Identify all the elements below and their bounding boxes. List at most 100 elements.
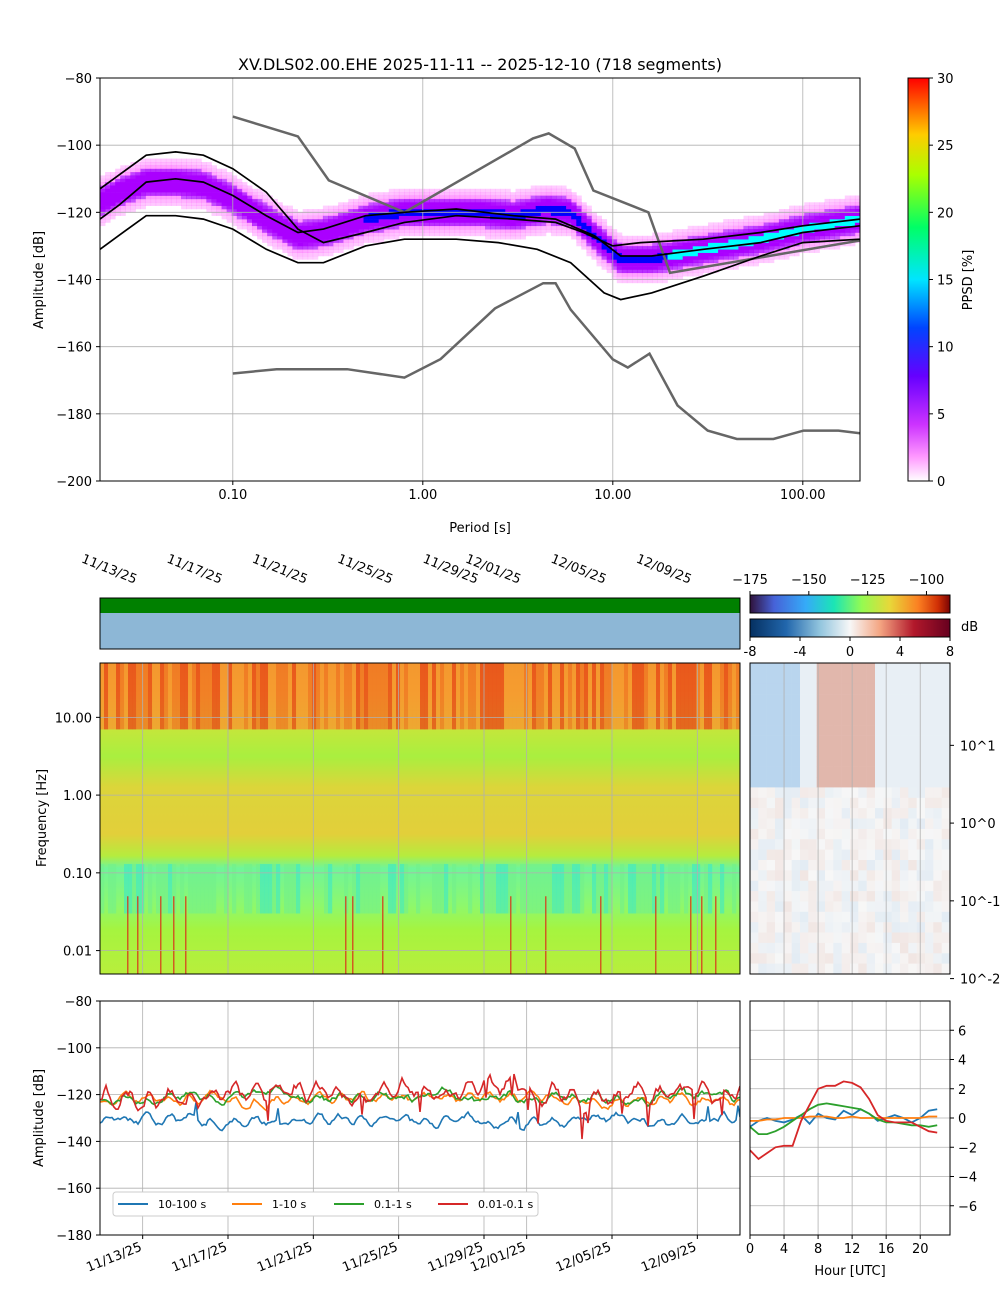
ppsd-density-cell xyxy=(454,212,461,216)
ppsd-density-cell xyxy=(246,195,253,200)
ppsd-density-cell xyxy=(307,225,314,230)
ppsd-density-cell xyxy=(642,272,648,277)
spectrogram-hf-column xyxy=(208,663,213,730)
ppsd-density-cell xyxy=(155,165,162,169)
diurnal-cell xyxy=(800,880,809,892)
ppsd-density-cell xyxy=(196,198,202,203)
ppsd-density-cell xyxy=(692,245,699,250)
ppsd-x-tick-label: 10.00 xyxy=(594,488,631,503)
ppsd-density-cell xyxy=(201,165,207,169)
diurnal-cell xyxy=(908,953,917,964)
spectrogram-hf-column xyxy=(364,663,369,730)
ppsd-density-cell xyxy=(454,192,461,196)
ppsd-density-cell xyxy=(272,209,278,213)
ppsd-density-cell xyxy=(150,158,157,163)
ppsd-density-cell xyxy=(181,202,187,206)
spectrogram-hf-column xyxy=(692,663,697,730)
diurnal-cell xyxy=(858,725,867,736)
diurnal-cell xyxy=(925,901,934,913)
ppsd-density-cell xyxy=(353,209,359,213)
ppsd-density-cell xyxy=(100,219,106,223)
ppsd-density-cell xyxy=(611,262,618,267)
ppsd-density-cell xyxy=(221,175,228,180)
ppsd-density-cell xyxy=(317,232,324,237)
ppsd-density-cell xyxy=(490,225,496,230)
ppsd-density-cell xyxy=(601,232,608,237)
ppsd-density-cell xyxy=(292,215,298,220)
diurnal-cell xyxy=(900,663,909,674)
ppsd-density-cell xyxy=(231,192,238,196)
spectrogram-transient xyxy=(127,896,129,974)
diurnal-cell xyxy=(858,704,867,716)
spectrogram-microseism-column xyxy=(264,863,269,914)
diurnal-cell xyxy=(891,849,901,861)
diurnal-cell xyxy=(900,797,909,809)
ppsd-density-cell xyxy=(110,182,116,186)
ppsd-density-cell xyxy=(758,222,765,227)
spectrogram-hf-column xyxy=(724,663,729,730)
ppsd-density-cell xyxy=(490,188,496,193)
ppsd-density-cell xyxy=(282,232,288,237)
ppsd-density-cell xyxy=(733,235,739,240)
ppsd-density-cell xyxy=(495,225,501,230)
diurnal-cell xyxy=(841,704,851,716)
ppsd-density-cell xyxy=(439,229,445,233)
ppsd-density-cell xyxy=(343,225,349,230)
ppsd-density-cell xyxy=(252,232,258,237)
ppsd-density-cell xyxy=(556,192,562,196)
diurnal-cell xyxy=(866,683,876,695)
ppsd-density-cell xyxy=(328,235,334,240)
ppsd-density-cell xyxy=(419,232,425,237)
ppsd-density-cell xyxy=(277,245,283,250)
ppsd-density-cell xyxy=(115,188,121,193)
diurnal-cell xyxy=(766,735,776,747)
diurnal-cell xyxy=(766,953,776,964)
ppsd-density-cell xyxy=(231,178,238,183)
ppsd-density-cell xyxy=(616,239,623,243)
ppsd-density-cell xyxy=(434,195,440,200)
ppsd-density-cell xyxy=(140,185,146,190)
ppsd-density-cell xyxy=(708,262,714,267)
ppsd-density-cell xyxy=(794,219,800,223)
ppsd-density-cell xyxy=(642,249,648,253)
ppsd-density-cell xyxy=(383,209,390,213)
diurnal-cell xyxy=(925,735,934,747)
diurnal-cell xyxy=(875,735,884,747)
spectrogram-microseism-column xyxy=(704,863,709,914)
ppsd-density-cell xyxy=(510,215,516,220)
ppsd-density-cell xyxy=(368,198,374,203)
ppsd-density-cell xyxy=(317,229,324,233)
ppsd-density-cell xyxy=(611,272,618,277)
ppsd-density-cell xyxy=(282,242,288,247)
ppsd-density-cell xyxy=(824,198,830,203)
ppsd-density-cell xyxy=(500,229,506,233)
ppsd-density-cell xyxy=(480,232,486,237)
ppsd-density-cell xyxy=(404,205,410,210)
ppsd-density-cell xyxy=(556,198,562,203)
spectrogram-hf-column xyxy=(664,663,669,730)
spectrogram-transient xyxy=(690,896,692,974)
ppsd-density-cell xyxy=(844,232,851,237)
ppsd-density-cell xyxy=(601,249,608,253)
diurnal-cell xyxy=(750,663,759,674)
spectrogram-microseism-column xyxy=(708,863,713,914)
ppsd-density-cell xyxy=(611,259,618,264)
ppsd-density-cell xyxy=(262,229,268,233)
diurnal-cell xyxy=(925,963,934,975)
spectrogram-hf-column xyxy=(256,663,261,730)
ppsd-density-cell xyxy=(571,215,577,220)
spectrogram-microseism-column xyxy=(100,863,105,914)
diurnal-cell xyxy=(916,963,926,975)
diurnal-cell xyxy=(750,725,759,736)
diurnal-cell xyxy=(791,694,801,705)
diurnal-cell xyxy=(750,673,759,685)
ppsd-density-cell xyxy=(495,235,501,240)
diurnal-cell xyxy=(866,777,876,788)
spectrogram-microseism-column xyxy=(572,863,577,914)
ppsd-density-cell xyxy=(485,205,491,210)
legend-box xyxy=(112,1191,539,1217)
diurnal-cell xyxy=(791,797,801,809)
diurnal-cell xyxy=(941,787,951,799)
ppsd-density-cell xyxy=(206,205,212,210)
ppsd-density-cell xyxy=(784,239,790,243)
